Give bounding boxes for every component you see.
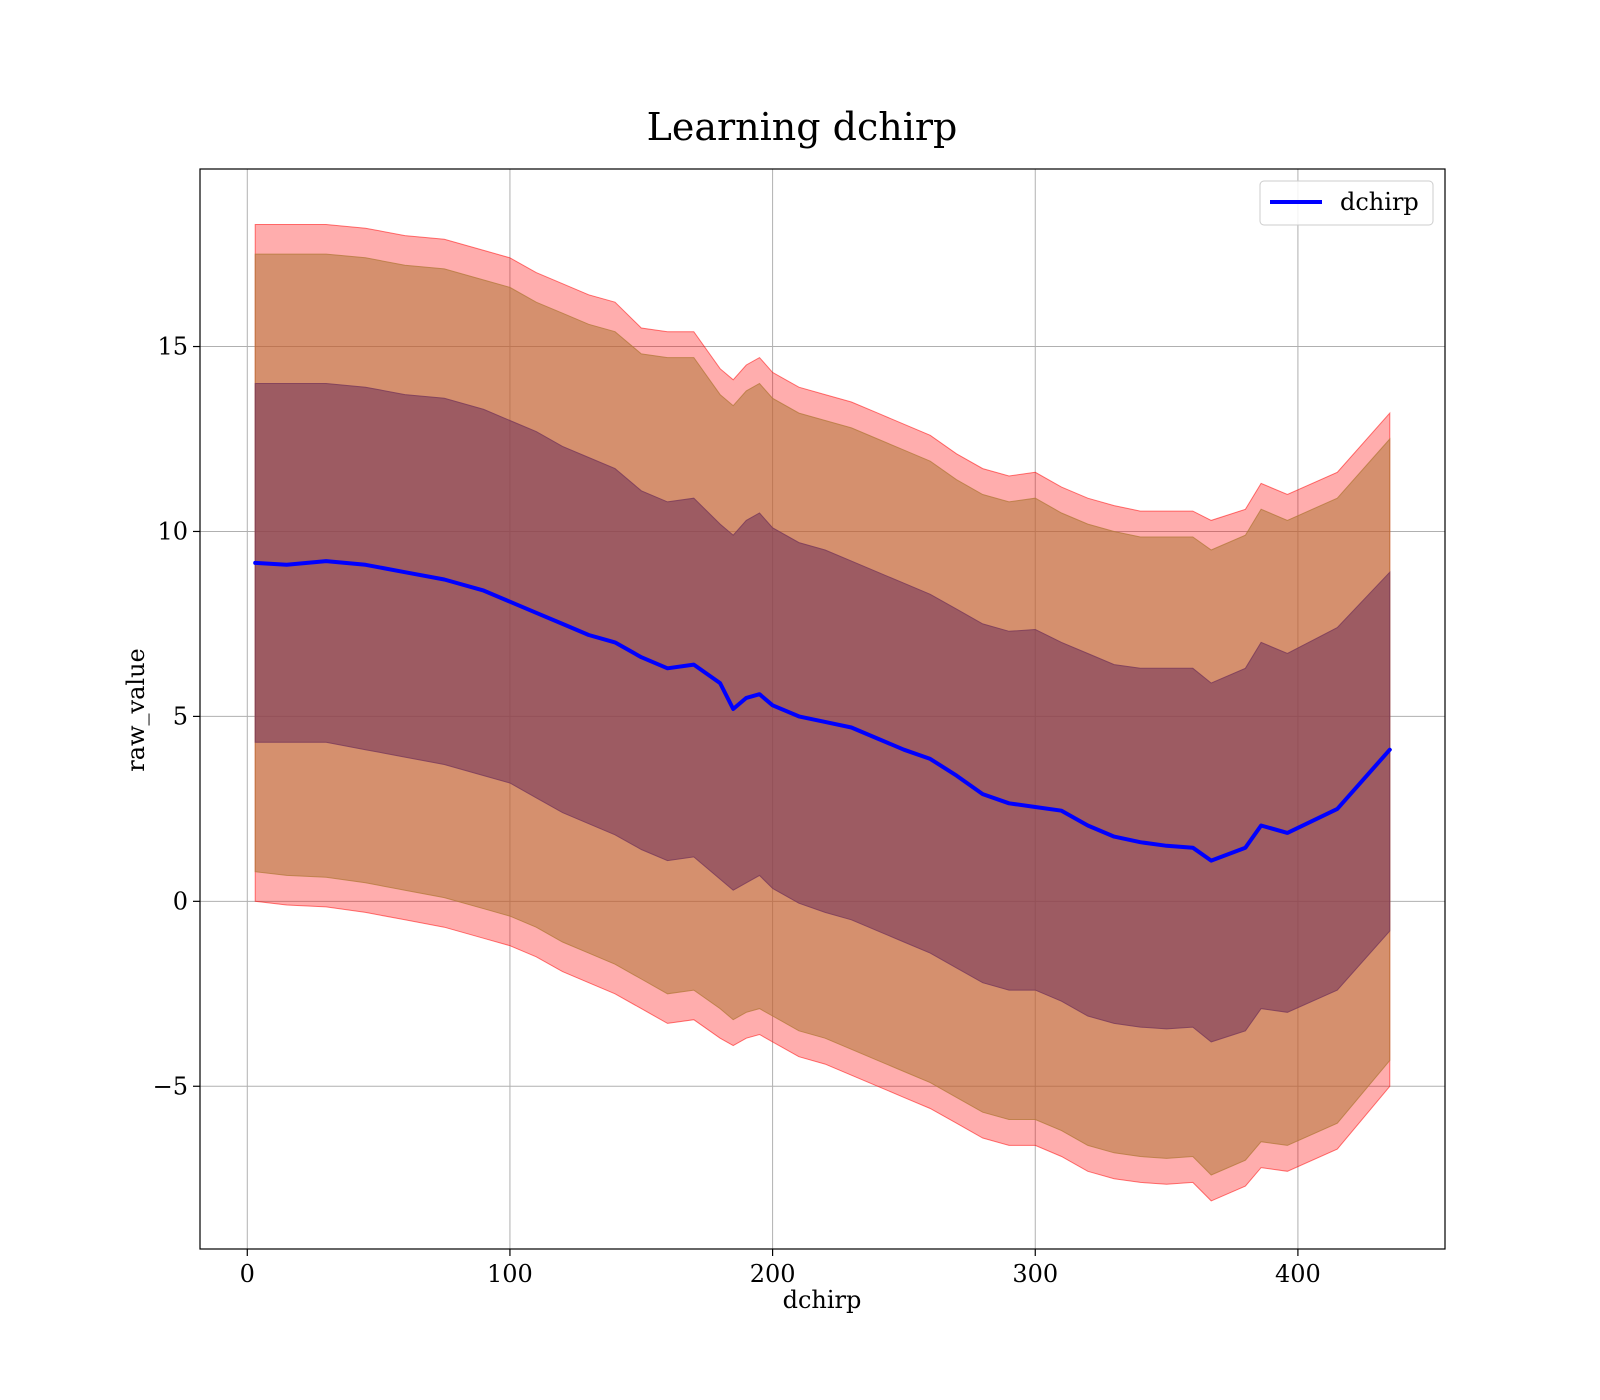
y-axis-label: raw_value xyxy=(122,648,150,772)
x-tick-label-300: 300 xyxy=(1012,1260,1058,1288)
y-tick-label-5: 5 xyxy=(173,702,188,730)
x-tick-label-200: 200 xyxy=(750,1260,796,1288)
series-lines xyxy=(253,559,1392,863)
x-tick-label-100: 100 xyxy=(487,1260,533,1288)
legend: dchirp xyxy=(1259,180,1434,226)
legend-label-dchirp: dchirp xyxy=(1340,188,1419,216)
legend-box xyxy=(1259,180,1434,226)
confidence-band-3 xyxy=(254,383,1391,1043)
y-tick-label-15: 15 xyxy=(157,333,188,361)
x-axis-label: dchirp xyxy=(783,1286,862,1314)
y-tick-label-10: 10 xyxy=(157,517,188,545)
series-line-dchirp xyxy=(253,559,1392,863)
bands xyxy=(254,224,1391,1202)
chart-title: Learning dchirp xyxy=(647,105,958,149)
y-tick-label-0: 0 xyxy=(173,887,188,915)
x-tick-label-400: 400 xyxy=(1275,1260,1321,1288)
plot-frame xyxy=(199,168,1446,1250)
y-tick-label--5: −5 xyxy=(153,1072,188,1100)
x-tick-label-0: 0 xyxy=(240,1260,255,1288)
ticks: 0 100 200 300 400 −5 0 5 10 15 xyxy=(153,333,1321,1288)
